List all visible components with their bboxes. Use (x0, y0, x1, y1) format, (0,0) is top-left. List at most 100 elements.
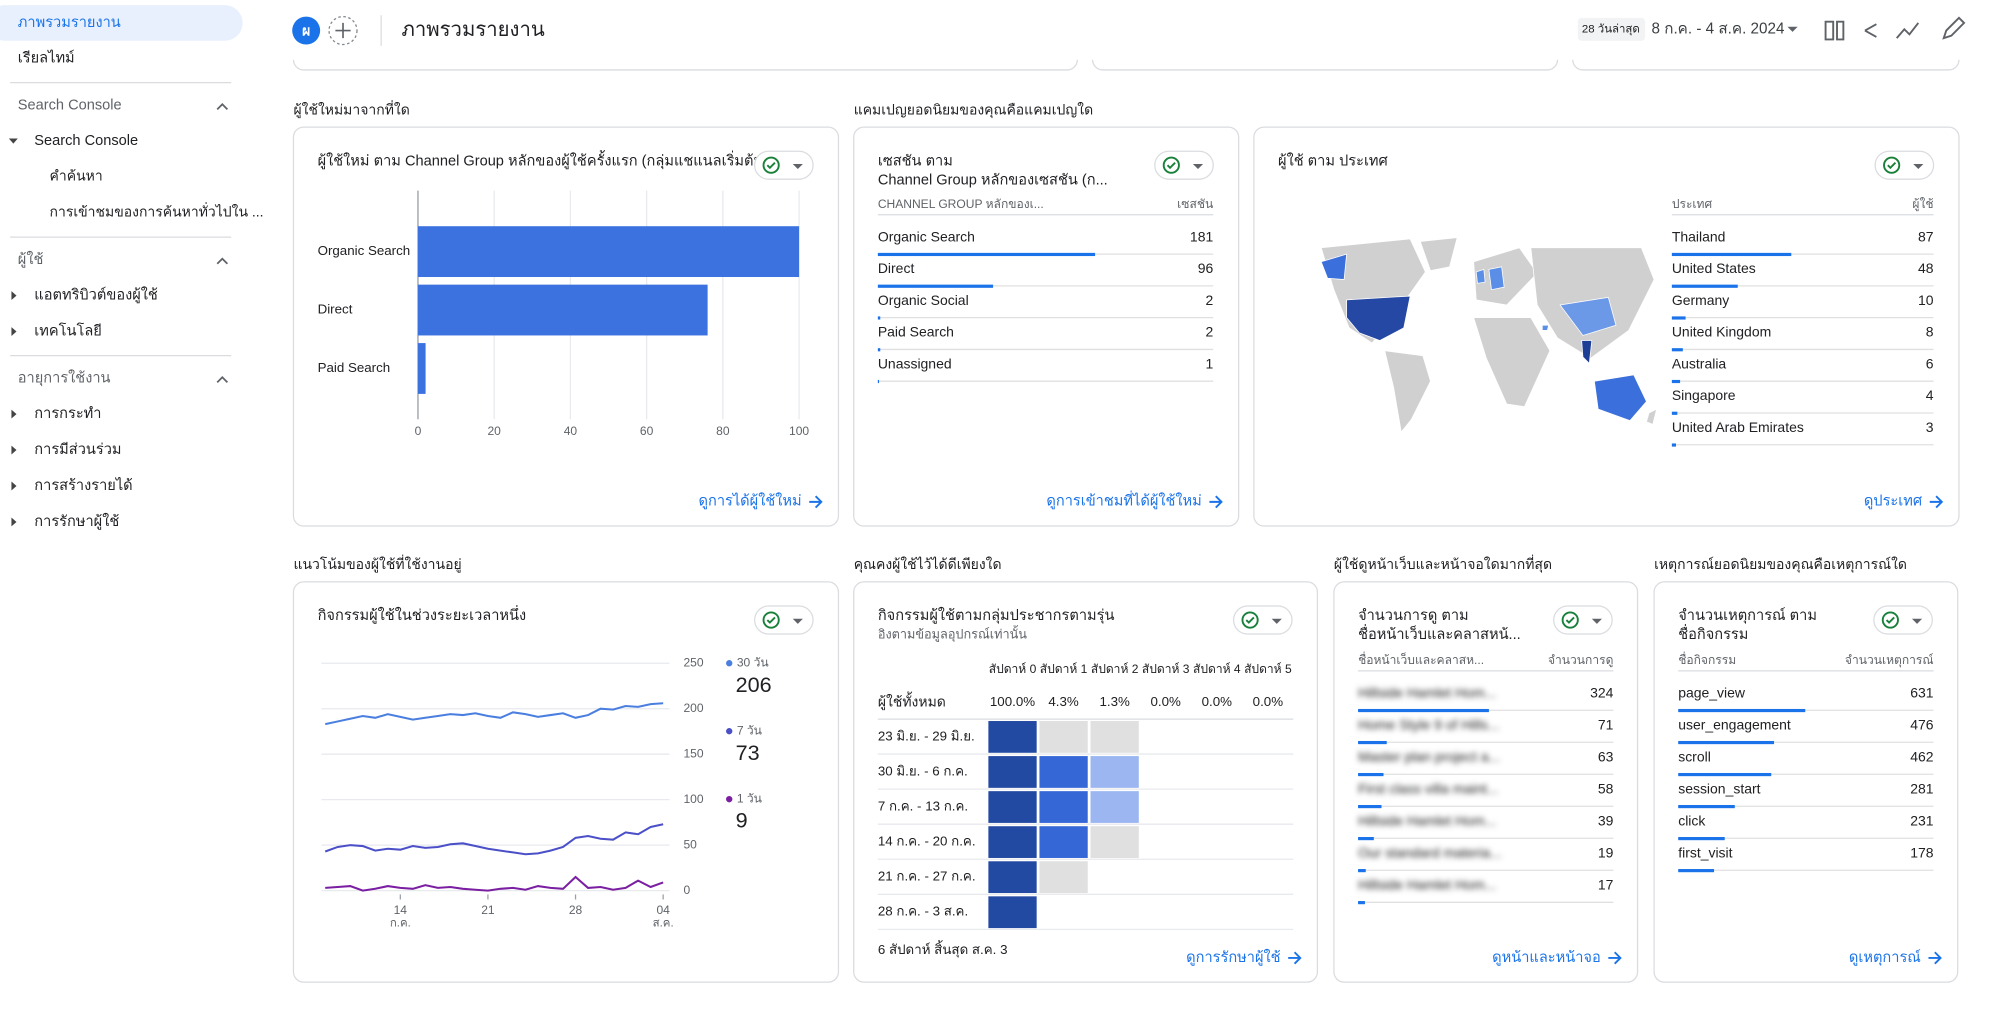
nav-item[interactable]: เรียลไทม์ (18, 48, 75, 66)
column-header: สัปดาห์ 2 (1091, 662, 1139, 676)
date-chip (1577, 17, 1646, 41)
card-title[interactable]: กิจกรรมผู้ใช้ในช่วงระยะเวลาหนึ่ง (317, 605, 526, 624)
cohort-cell (988, 756, 1037, 788)
x-tick-label: 60 (640, 424, 654, 438)
row-label: Master plan project a... (1358, 748, 1500, 764)
expand-arrow (11, 517, 17, 527)
nav-item[interactable]: การสร้างรายได้ (34, 476, 132, 494)
row-label: Home Style 9 of Hills... (1358, 716, 1499, 732)
row-value: 4 (1926, 387, 1934, 403)
nav-section-title[interactable]: ผู้ใช้ (18, 250, 44, 268)
card-title[interactable]: จำนวนการดู ตาม (1358, 608, 1469, 624)
date-range[interactable]: 8 ก.ค. - 4 ส.ค. 2024 (1652, 20, 1785, 37)
card-title[interactable]: เซสชัน ตาม (878, 153, 953, 169)
section-heading: แคมเปญยอดนิยมของคุณคือแคมเปญใด (854, 101, 1093, 118)
y-tick-label: 200 (683, 701, 703, 715)
nav-item[interactable]: แอตทริบิวต์ของผู้ใช้ (34, 285, 158, 303)
map-region (1559, 296, 1617, 336)
row-bar (1671, 411, 1678, 415)
legend-label: 1 วัน (737, 791, 762, 805)
card-title[interactable]: ผู้ใช้ ตาม ประเทศ (1278, 151, 1389, 169)
nav-item[interactable]: เทคโนโลยี (34, 321, 102, 339)
nav-section-title[interactable]: Search Console (18, 97, 122, 113)
map-region (1581, 340, 1593, 365)
insights-icon[interactable] (1895, 22, 1920, 39)
row-label: Thailand (1672, 228, 1726, 244)
bar (417, 343, 426, 394)
share-icon[interactable] (1864, 23, 1877, 38)
row-label: click (1678, 812, 1705, 828)
nav-section-title[interactable]: อายุการใช้งาน (18, 368, 111, 386)
link-arrow[interactable] (809, 495, 823, 509)
card-title[interactable]: ชื่อหน้าเว็บและคลาสหน้... (1358, 624, 1521, 643)
card-link[interactable]: ดูการเข้าชมที่ได้ผู้ใช้ใหม่ (1046, 491, 1201, 510)
card-link[interactable]: ดูเหตุการณ์ (1849, 949, 1921, 966)
row-label: Hillside Hamlet Hom... (1358, 876, 1496, 892)
row-bar (1678, 708, 1806, 713)
pill-caret (1271, 618, 1282, 624)
cohort-row-label: 28 ก.ค. - 3 ส.ค. (878, 904, 968, 919)
link-arrow[interactable] (1928, 951, 1942, 965)
card (1653, 581, 1959, 983)
cohort-cell (1090, 826, 1139, 858)
add-button[interactable] (328, 15, 358, 46)
card-link[interactable]: ดูหน้าและหน้าจอ (1492, 949, 1601, 966)
check-mark (1885, 616, 1895, 624)
x-tick-label: 80 (716, 424, 730, 438)
row-bar (1358, 901, 1365, 905)
row-bar (1358, 837, 1374, 841)
column-header: จำนวนการดู (1548, 653, 1613, 668)
card-title[interactable]: Channel Group หลักของเซสชัน (ก... (878, 172, 1108, 188)
card-link[interactable]: ดูการได้ผู้ใช้ใหม่ (699, 492, 802, 510)
map-region (1593, 374, 1647, 422)
card-title[interactable]: ผู้ใช้ใหม่ ตาม Channel Group หลักของผู้ใ… (318, 149, 769, 169)
nav-subitem[interactable]: การเข้าชมของการค้นหาทั่วไปใน ... (50, 203, 264, 220)
cohort-cell (988, 826, 1037, 858)
row-value: 39 (1598, 812, 1614, 828)
row-value: 48 (1918, 260, 1934, 276)
cohort-row-label: 21 ก.ค. - 27 ก.ค. (878, 869, 976, 884)
card-link[interactable]: ดูประเทศ (1864, 494, 1923, 510)
link-arrow[interactable] (1929, 495, 1944, 509)
check-icon (762, 611, 780, 629)
total-value: 0.0% (1151, 694, 1182, 709)
link-arrow[interactable] (1288, 951, 1302, 965)
card-title[interactable]: จำนวนเหตุการณ์ ตาม (1678, 607, 1817, 624)
row-label: United Kingdom (1672, 324, 1771, 340)
category-label: Organic Search (318, 243, 411, 258)
nav-subitem[interactable]: คำค้นหา (50, 168, 103, 184)
check-icon (1241, 611, 1259, 629)
row-bar (1671, 348, 1683, 352)
nav-item[interactable]: ภาพรวมรายงาน (18, 15, 121, 31)
row-value: 462 (1910, 748, 1934, 764)
date-caret[interactable] (1787, 26, 1798, 32)
row-bar (1671, 379, 1681, 384)
expand-arrow (11, 291, 17, 301)
card-link[interactable]: ดูการรักษาผู้ใช้ (1186, 948, 1281, 966)
map-region (1475, 268, 1486, 284)
column-header: สัปดาห์ 4 (1193, 662, 1241, 676)
cohort-cell (988, 791, 1037, 823)
card-title[interactable]: ชื่อกิจกรรม (1678, 624, 1748, 643)
y-tick-label: 50 (683, 837, 697, 851)
row-label: Singapore (1672, 387, 1736, 403)
compare-icon[interactable] (1824, 20, 1845, 41)
row-bar (1358, 772, 1384, 777)
edit-icon[interactable] (1942, 16, 1966, 40)
card-subtitle: อิงตามข้อมูลอุปกรณ์เท่านั้น (878, 625, 1027, 643)
cohort-cell (1039, 721, 1088, 753)
avatar[interactable] (292, 16, 321, 45)
link-arrow[interactable] (1608, 951, 1622, 965)
card-title[interactable]: กิจกรรมผู้ใช้ตามกลุ่มประชากรตามรุ่น (878, 606, 1115, 624)
toolbar-icons (1824, 16, 1966, 41)
nav-item[interactable]: การกระทำ (34, 406, 101, 422)
nav-item[interactable]: การมีส่วนร่วม (34, 441, 121, 458)
link-arrow[interactable] (1209, 495, 1223, 509)
row-label: Organic Social (878, 292, 969, 308)
y-tick-label: 150 (683, 746, 703, 760)
row-label: Hillside Hamlet Hom... (1358, 684, 1496, 700)
nav-item[interactable]: การรักษาผู้ใช้ (34, 512, 119, 530)
nav-item[interactable]: Search Console (34, 133, 138, 149)
pill-caret (1192, 163, 1204, 170)
